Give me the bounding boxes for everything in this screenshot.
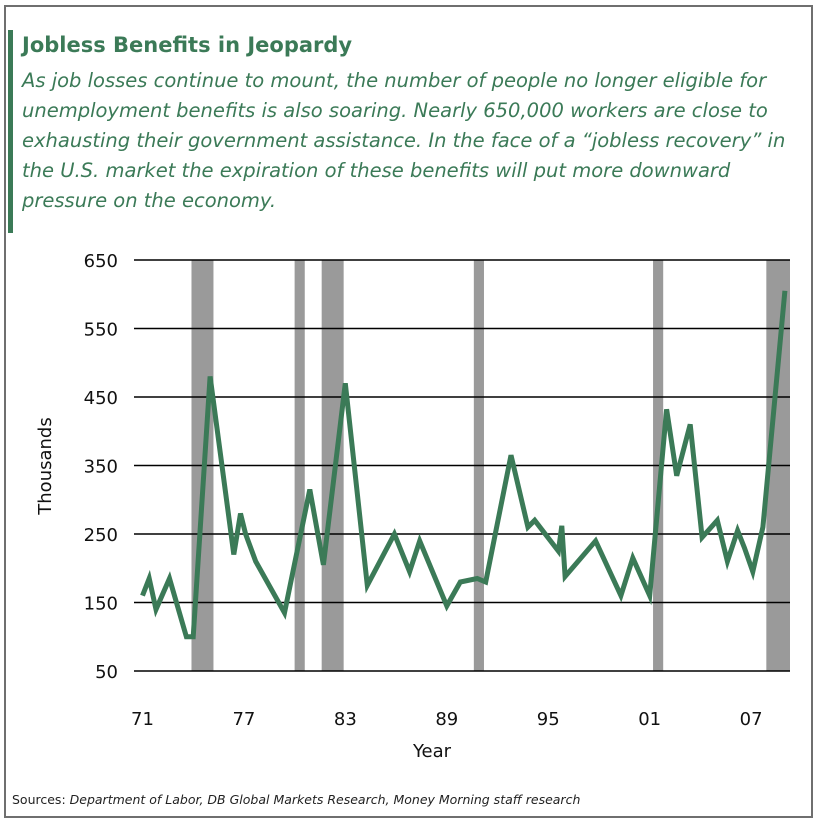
y-axis-label: Thousands: [35, 417, 56, 515]
sources-label: Sources:: [12, 792, 66, 807]
chart-subtitle: As job losses continue to mount, the num…: [22, 69, 786, 212]
x-tick-label: 95: [537, 709, 560, 730]
x-tick-label: 77: [232, 709, 255, 730]
y-tick-label: 50: [95, 662, 118, 683]
x-tick-label: 01: [638, 709, 661, 730]
x-tick-label: 89: [435, 709, 458, 730]
title-accent-bar: [8, 30, 13, 233]
sources-text: Department of Labor, DB Global Markets R…: [69, 792, 581, 807]
chart-frame: [4, 5, 813, 818]
chart-title: Jobless Benefits in Jeopardy: [22, 33, 353, 57]
y-tick-label: 150: [84, 594, 118, 615]
gridlines: [134, 259, 790, 672]
x-tick-label: 71: [131, 709, 154, 730]
x-tick-label: 07: [740, 709, 763, 730]
y-tick-label: 450: [84, 388, 118, 409]
x-axis-label: Year: [412, 741, 452, 762]
y-tick-label: 550: [84, 320, 118, 341]
sources-note: Sources: Department of Labor, DB Global …: [12, 792, 580, 807]
y-tick-label: 350: [84, 457, 118, 478]
data-line-layer: [140, 290, 788, 640]
x-tick-label: 83: [334, 709, 357, 730]
series-line: [140, 290, 788, 640]
x-tick-labels: 71 77 83 89 95 01 07: [131, 709, 763, 730]
y-tick-label: 250: [84, 525, 118, 546]
y-tick-label: 650: [84, 251, 118, 272]
y-tick-labels: 650 550 450 350 250 150 50: [84, 251, 118, 683]
